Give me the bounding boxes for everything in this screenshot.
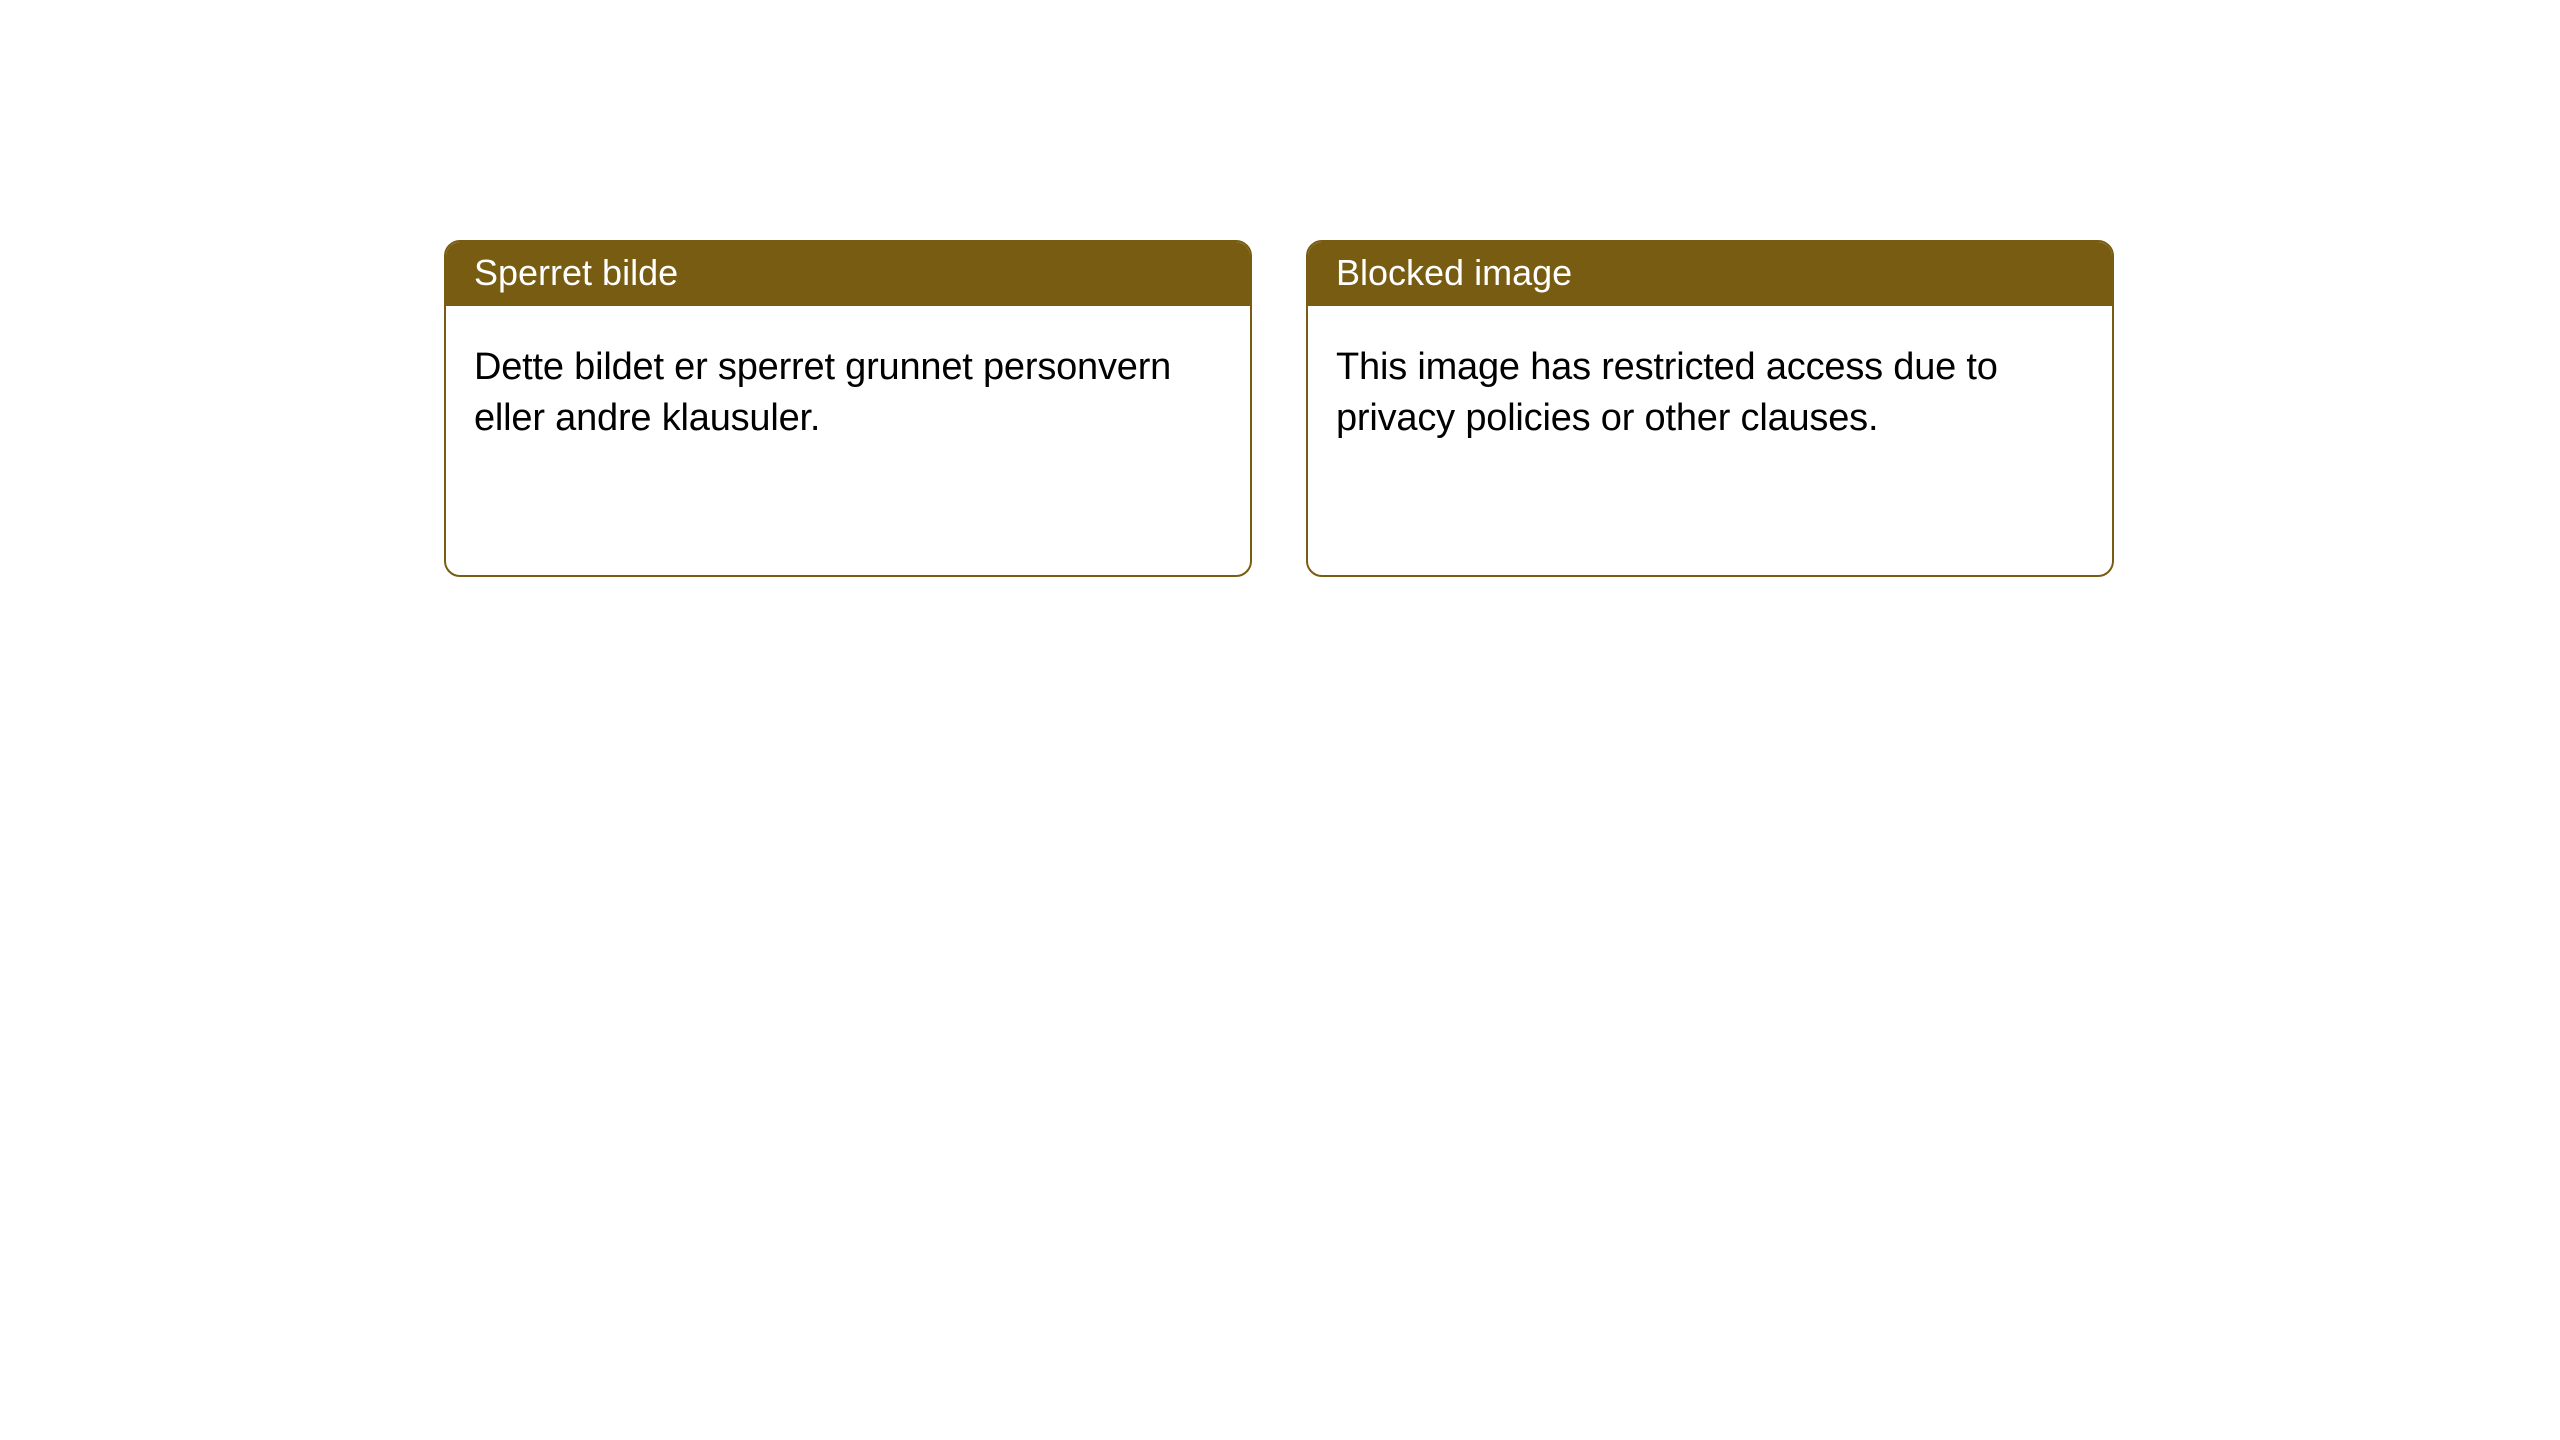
notice-card-title: Sperret bilde: [446, 242, 1250, 306]
notice-card-en: Blocked image This image has restricted …: [1306, 240, 2114, 577]
notice-card-no: Sperret bilde Dette bildet er sperret gr…: [444, 240, 1252, 577]
notice-card-body: This image has restricted access due to …: [1308, 306, 2112, 473]
notice-container: Sperret bilde Dette bildet er sperret gr…: [444, 240, 2114, 577]
notice-card-body: Dette bildet er sperret grunnet personve…: [446, 306, 1250, 473]
notice-card-title: Blocked image: [1308, 242, 2112, 306]
